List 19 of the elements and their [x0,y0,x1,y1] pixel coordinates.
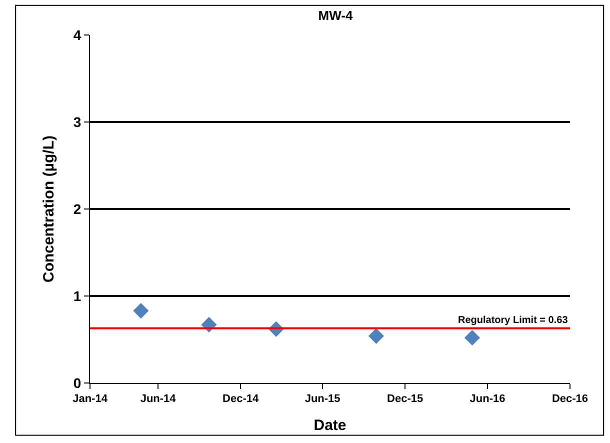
x-tick-label: Jun-15 [304,393,340,406]
x-tick-label: Dec-14 [222,393,260,406]
point [464,330,480,346]
point [133,302,149,319]
x-axis-title: Date [314,417,346,434]
x-tick-label: Dec-15 [387,393,424,406]
chart-title: MW-4 [318,8,354,24]
point [368,328,384,344]
y-tick-label: 2 [73,200,82,217]
x-tick-label: Dec-16 [552,393,588,406]
x-tick-label: Jun-14 [140,393,177,406]
y-tick-label: 0 [73,374,82,391]
x-tick-label: Jun-16 [470,393,506,406]
y-tick-label: 4 [73,26,82,43]
y-axis-title: Concentration (µg/L) [40,136,58,282]
y-tick-label: 3 [73,114,82,130]
y-tick-label: 1 [73,288,82,304]
x-tick-label: Jan-14 [72,393,108,406]
ref-line-label: Regulatory Limit = 0.63 [458,315,568,326]
